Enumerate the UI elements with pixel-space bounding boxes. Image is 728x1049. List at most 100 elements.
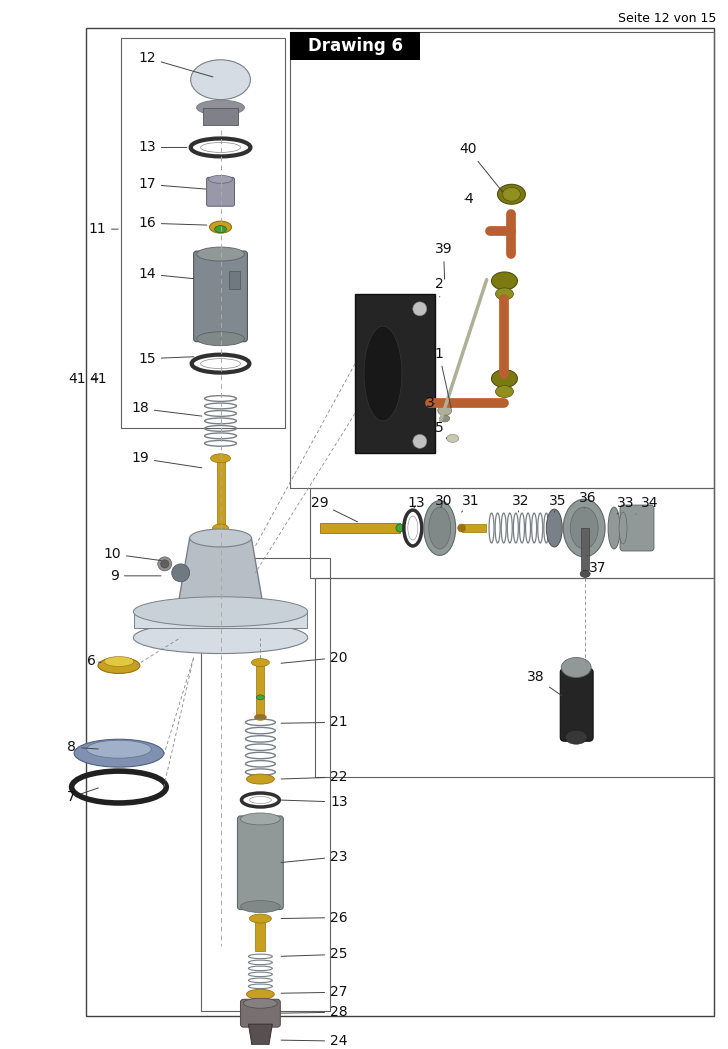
Text: 20: 20	[281, 650, 348, 664]
Text: 17: 17	[138, 177, 206, 191]
Text: 18: 18	[131, 402, 202, 416]
Text: Seite 12 von 15: Seite 12 von 15	[618, 12, 716, 25]
Ellipse shape	[190, 529, 251, 547]
Text: 13: 13	[408, 496, 425, 510]
Ellipse shape	[440, 415, 450, 422]
Text: 37: 37	[587, 555, 606, 575]
Text: 41: 41	[89, 371, 107, 386]
Text: 35: 35	[550, 494, 567, 512]
Bar	[121, 38, 285, 428]
Ellipse shape	[251, 659, 269, 666]
Bar	[315, 578, 713, 777]
Text: 28: 28	[281, 1005, 348, 1020]
Ellipse shape	[74, 740, 164, 767]
Ellipse shape	[191, 60, 250, 100]
Ellipse shape	[254, 714, 266, 721]
Circle shape	[172, 564, 190, 582]
Text: 2: 2	[435, 277, 443, 297]
Text: 6: 6	[87, 654, 101, 667]
Text: 29: 29	[311, 496, 357, 521]
FancyBboxPatch shape	[237, 816, 283, 909]
Text: 14: 14	[138, 267, 194, 281]
Text: 16: 16	[138, 216, 207, 230]
Text: 21: 21	[281, 715, 348, 729]
Text: 3: 3	[426, 397, 435, 410]
Ellipse shape	[197, 331, 245, 346]
Text: 36: 36	[579, 491, 597, 508]
FancyBboxPatch shape	[194, 251, 248, 342]
Ellipse shape	[570, 507, 598, 549]
Ellipse shape	[429, 507, 451, 549]
FancyBboxPatch shape	[561, 668, 593, 742]
Bar	[462, 524, 486, 532]
FancyBboxPatch shape	[240, 1000, 280, 1027]
Text: 1: 1	[435, 346, 451, 408]
Text: 5: 5	[435, 422, 447, 438]
Ellipse shape	[424, 500, 456, 555]
Ellipse shape	[213, 524, 229, 532]
Text: 40: 40	[459, 143, 503, 192]
FancyBboxPatch shape	[207, 177, 234, 207]
Bar	[355, 294, 435, 453]
Ellipse shape	[565, 730, 587, 744]
Bar	[581, 528, 589, 570]
Ellipse shape	[240, 901, 280, 913]
Ellipse shape	[580, 571, 590, 577]
Circle shape	[161, 560, 169, 568]
Bar	[202, 108, 239, 125]
Ellipse shape	[250, 914, 272, 923]
Text: 31: 31	[462, 494, 479, 512]
Circle shape	[158, 557, 172, 571]
Ellipse shape	[502, 188, 521, 201]
Polygon shape	[177, 538, 264, 613]
Bar	[320, 523, 400, 533]
FancyBboxPatch shape	[620, 506, 654, 551]
Text: 9: 9	[110, 569, 161, 583]
Ellipse shape	[133, 622, 308, 654]
Text: 30: 30	[435, 494, 452, 508]
Text: 39: 39	[435, 242, 452, 279]
Ellipse shape	[247, 774, 274, 784]
Ellipse shape	[364, 326, 402, 421]
Text: 27: 27	[281, 985, 348, 1000]
Circle shape	[413, 302, 427, 316]
Text: 8: 8	[67, 741, 98, 754]
Bar	[256, 921, 266, 951]
Text: 22: 22	[281, 770, 348, 784]
Circle shape	[413, 434, 427, 448]
Text: 25: 25	[281, 947, 348, 962]
Text: 10: 10	[103, 547, 161, 561]
Ellipse shape	[243, 999, 277, 1008]
Ellipse shape	[438, 406, 451, 415]
Bar	[229, 271, 240, 288]
Text: 41: 41	[68, 371, 98, 386]
Bar	[290, 31, 713, 488]
Ellipse shape	[497, 185, 526, 205]
Polygon shape	[248, 1024, 272, 1049]
Text: 32: 32	[512, 494, 529, 512]
Ellipse shape	[133, 597, 308, 626]
Ellipse shape	[619, 512, 627, 544]
Text: 26: 26	[281, 911, 348, 924]
Bar	[134, 611, 307, 627]
Ellipse shape	[209, 175, 232, 184]
Bar	[216, 458, 224, 533]
Ellipse shape	[87, 741, 151, 758]
Ellipse shape	[396, 524, 404, 532]
Ellipse shape	[608, 507, 620, 549]
Ellipse shape	[215, 226, 226, 233]
Text: 4: 4	[464, 192, 473, 207]
Ellipse shape	[491, 369, 518, 387]
Ellipse shape	[104, 657, 134, 666]
Bar	[310, 488, 713, 578]
Ellipse shape	[247, 989, 274, 1000]
Ellipse shape	[491, 272, 518, 290]
Bar	[86, 28, 713, 1016]
Text: 12: 12	[138, 50, 213, 77]
Text: 24: 24	[281, 1034, 348, 1048]
Text: 19: 19	[131, 451, 202, 468]
Ellipse shape	[496, 287, 513, 300]
Text: 7: 7	[67, 788, 98, 804]
Ellipse shape	[197, 248, 245, 261]
Ellipse shape	[458, 524, 466, 532]
